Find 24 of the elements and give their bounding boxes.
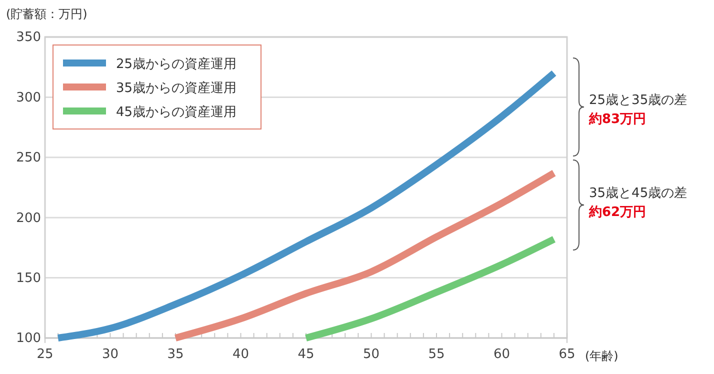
x-tick-label: 50: [362, 347, 380, 362]
text: 約83万円: [588, 112, 646, 127]
y-tick-label: 200: [16, 210, 41, 226]
y-tick-label: 150: [16, 270, 41, 286]
legend-label: 45歳からの資産運用: [116, 104, 237, 120]
x-tick-label: 65: [558, 347, 576, 362]
x-tick-label: 40: [232, 347, 250, 362]
y-tick-label: 350: [16, 30, 41, 46]
x-tick-label: 30: [102, 347, 119, 362]
y-axis-title: (貯蓄額：万円): [6, 7, 88, 21]
y-tick-label: 100: [16, 331, 41, 346]
x-tick-label: 25: [36, 347, 54, 362]
text: 25歳と35歳の差: [589, 93, 688, 108]
x-axis-title: (年齢): [585, 349, 618, 363]
y-tick-label: 300: [16, 90, 41, 106]
x-tick-label: 60: [493, 347, 510, 362]
legend-label: 25歳からの資産運用: [116, 56, 237, 72]
legend-label: 35歳からの資産運用: [116, 80, 237, 96]
text: 約62万円: [588, 205, 646, 220]
x-tick-label: 55: [428, 347, 445, 362]
text: 35歳と45歳の差: [589, 186, 688, 201]
x-tick-label: 45: [298, 347, 314, 362]
y-tick-label: 250: [16, 150, 41, 166]
x-tick-label: 35: [167, 347, 184, 362]
